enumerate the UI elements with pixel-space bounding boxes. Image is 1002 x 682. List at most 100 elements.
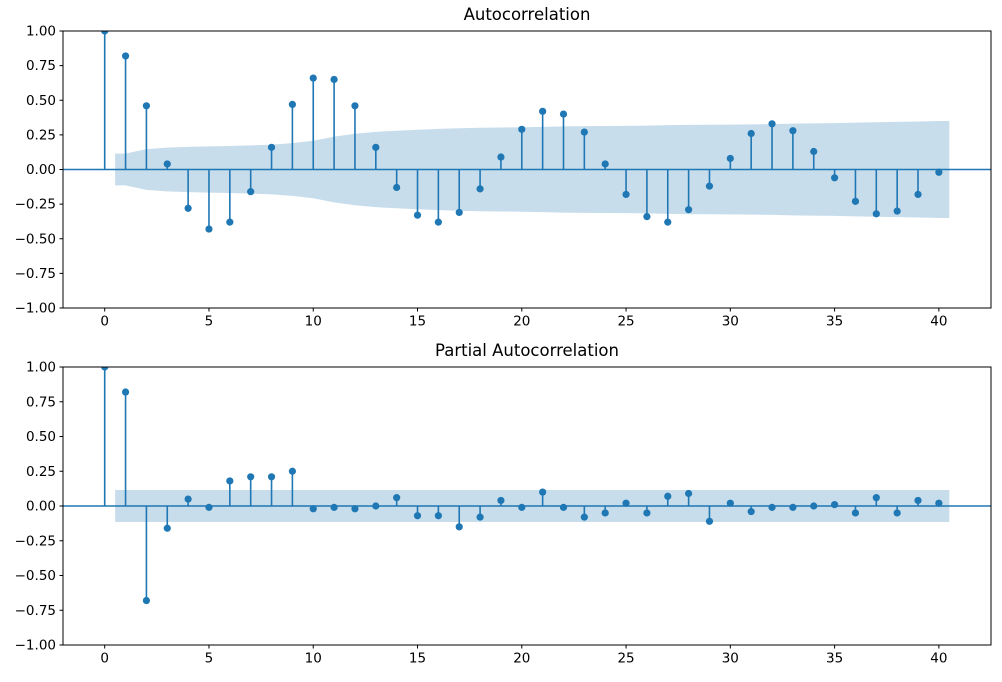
acf-x-tick-label: 10: [305, 314, 322, 330]
acf-marker: [455, 208, 463, 217]
pacf-y-axis-ticks: 1.00 0.75 0.50 0.25 0.00 −0.25 −0.50 −0.75 −1.00: [15, 360, 63, 654]
acf-marker: [413, 211, 422, 219]
pacf-x-tick-label: 25: [617, 651, 634, 667]
acf-marker: [726, 154, 734, 163]
acf-marker: [372, 143, 380, 151]
acf-marker: [830, 174, 839, 182]
acf-marker: [330, 75, 338, 84]
acf-x-tick-label: 0: [100, 314, 109, 330]
acf-marker: [580, 128, 588, 136]
pacf-marker: [559, 503, 568, 511]
pacf-marker: [705, 517, 714, 525]
pacf-marker: [789, 503, 797, 511]
acf-marker: [872, 210, 880, 218]
acf-marker: [705, 182, 714, 190]
pacf-marker: [205, 503, 213, 511]
acf-x-axis-ticks: 0 5 10 15 20 25 30 35 40: [100, 308, 947, 330]
pacf-marker: [580, 513, 588, 521]
pacf-marker: [101, 367, 109, 371]
acf-marker: [935, 168, 943, 176]
acf-markers: [101, 31, 943, 233]
pacf-marker: [351, 505, 359, 513]
pacf-x-tick-label: 0: [100, 651, 109, 667]
pacf-marker: [497, 496, 505, 505]
pacf-marker: [872, 494, 880, 502]
acf-marker: [121, 52, 130, 60]
acf-marker: [288, 100, 296, 109]
acf-x-tick-label: 40: [930, 314, 947, 330]
acf-marker: [434, 218, 442, 226]
acf-chart: 0 5 10 15 20 25 30 35 40 1.00 0.75 0.50 0.25 0.00 −0.2…: [15, 24, 992, 330]
pacf-markers: [101, 367, 943, 605]
acf-x-tick-label: 35: [826, 314, 843, 330]
pacf-marker: [434, 512, 442, 520]
pacf-marker: [372, 502, 380, 510]
acf-y-tick-label: 0.75: [26, 58, 56, 74]
acf-marker: [101, 31, 109, 35]
acf-marker: [226, 218, 234, 226]
acf-marker: [393, 183, 401, 192]
acf-marker: [810, 147, 818, 156]
acf-marker: [309, 74, 317, 82]
acf-x-tick-label: 15: [409, 314, 426, 330]
acf-y-tick-label: 0.00: [26, 162, 56, 178]
pacf-marker: [142, 596, 151, 605]
pacf-x-tick-label: 40: [930, 651, 947, 667]
acf-marker: [497, 153, 505, 161]
pacf-marker: [288, 467, 296, 475]
acf-marker: [559, 110, 568, 118]
pacf-marker: [330, 503, 338, 511]
acf-marker: [914, 190, 922, 199]
pacf-marker: [914, 496, 922, 505]
pacf-marker: [476, 513, 484, 521]
pacf-x-tick-label: 10: [305, 651, 322, 667]
pacf-marker: [685, 489, 693, 498]
pacf-y-tick-label: −1.00: [15, 638, 56, 654]
pacf-y-tick-label: 0.50: [26, 429, 56, 445]
acf-x-tick-label: 5: [205, 314, 214, 330]
pacf-marker: [893, 509, 901, 517]
acf-y-tick-label: 1.00: [26, 24, 56, 40]
pacf-x-tick-label: 20: [513, 651, 530, 667]
pacf-marker: [247, 473, 255, 481]
pacf-marker: [768, 503, 776, 511]
pacf-marker: [455, 523, 463, 531]
acf-marker: [518, 125, 526, 133]
pacf-y-tick-label: 0.75: [26, 394, 56, 410]
pacf-marker: [121, 388, 130, 396]
pacf-marker: [518, 503, 526, 511]
pacf-x-tick-label: 35: [826, 651, 843, 667]
acf-marker: [789, 127, 797, 135]
acf-marker: [267, 143, 276, 151]
pacf-marker: [601, 509, 609, 517]
acf-marker: [351, 102, 359, 110]
acf-marker: [685, 206, 693, 214]
acf-marker: [142, 102, 151, 110]
acf-y-tick-label: 0.25: [26, 127, 56, 143]
pacf-marker: [935, 499, 943, 507]
acf-marker: [476, 185, 484, 193]
acf-stems: [103, 31, 940, 230]
acf-plot-title: Autocorrelation: [463, 5, 591, 24]
acf-marker: [247, 188, 255, 196]
acf-marker: [622, 190, 630, 199]
acf-y-tick-label: −0.75: [15, 266, 56, 282]
acf-marker: [643, 212, 651, 221]
pacf-marker: [664, 492, 672, 500]
pacf-y-tick-label: 0.25: [26, 464, 56, 480]
pacf-marker: [539, 488, 547, 496]
acf-y-tick-label: −0.50: [15, 231, 56, 247]
acf-y-tick-label: −1.00: [15, 301, 56, 317]
acf-y-tick-label: −0.25: [15, 197, 56, 213]
pacf-marker: [309, 505, 317, 513]
acf-y-tick-label: 0.50: [26, 93, 56, 109]
pacf-y-tick-label: −0.75: [15, 603, 56, 619]
acf-marker: [601, 160, 609, 168]
acf-marker: [768, 120, 776, 128]
pacf-marker: [851, 509, 860, 517]
acf-marker: [539, 107, 547, 115]
pacf-marker: [413, 512, 422, 520]
pacf-chart: 0 5 10 15 20 25 30 35 40 1.00 0.75 0.50 0.25 0.00 −0.2…: [15, 360, 992, 667]
acf-x-tick-label: 20: [513, 314, 530, 330]
